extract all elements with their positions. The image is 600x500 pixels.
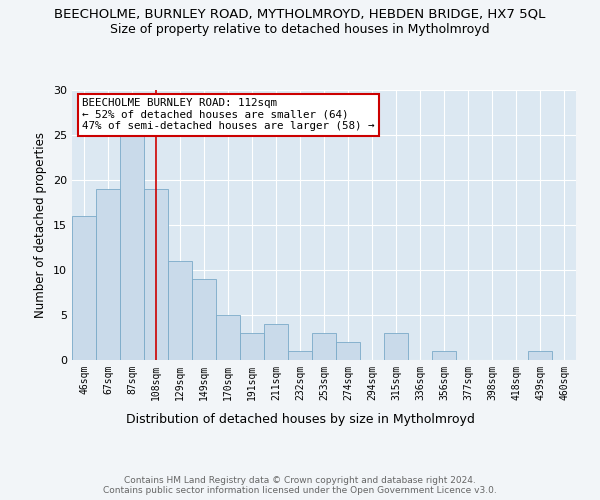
Bar	[312, 333, 336, 360]
Bar	[288, 351, 312, 360]
Text: Contains HM Land Registry data © Crown copyright and database right 2024.
Contai: Contains HM Land Registry data © Crown c…	[103, 476, 497, 495]
Bar	[432, 351, 456, 360]
Bar	[120, 135, 144, 360]
Bar	[240, 333, 264, 360]
Bar	[72, 216, 96, 360]
Y-axis label: Number of detached properties: Number of detached properties	[34, 132, 47, 318]
Text: Size of property relative to detached houses in Mytholmroyd: Size of property relative to detached ho…	[110, 22, 490, 36]
Bar	[336, 342, 360, 360]
Bar	[168, 261, 192, 360]
Bar	[264, 324, 288, 360]
Text: BEECHOLME, BURNLEY ROAD, MYTHOLMROYD, HEBDEN BRIDGE, HX7 5QL: BEECHOLME, BURNLEY ROAD, MYTHOLMROYD, HE…	[55, 8, 545, 20]
Bar	[216, 315, 240, 360]
Bar	[528, 351, 552, 360]
Text: Distribution of detached houses by size in Mytholmroyd: Distribution of detached houses by size …	[125, 412, 475, 426]
Bar	[144, 189, 168, 360]
Bar	[192, 279, 216, 360]
Bar	[96, 189, 120, 360]
Text: BEECHOLME BURNLEY ROAD: 112sqm
← 52% of detached houses are smaller (64)
47% of : BEECHOLME BURNLEY ROAD: 112sqm ← 52% of …	[82, 98, 374, 132]
Bar	[384, 333, 408, 360]
